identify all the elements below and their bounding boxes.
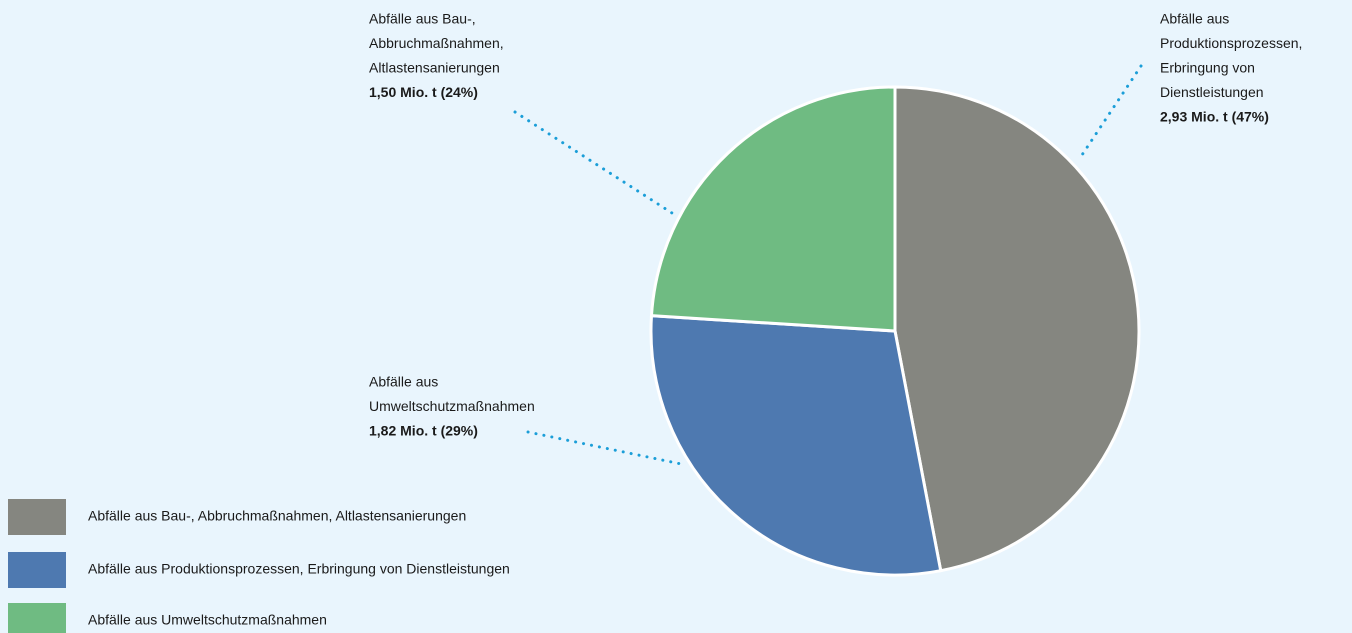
value-label: 1,82 Mio. t (29%) [369,423,478,439]
value-label: 1,50 Mio. t (24%) [369,84,478,100]
leader-lines [513,64,1143,467]
slice-label: Erbringung von [1160,60,1255,76]
pie-slice [649,85,897,333]
legend-swatch [8,603,66,633]
legend-label: Abfälle aus Umweltschutzmaßnahmen [88,612,327,628]
legend-swatch [8,499,66,535]
slice-label: Dienstleistungen [1160,84,1264,100]
legend-swatch [8,552,66,588]
legend-label: Abfälle aus Bau-, Abbruchmaßnahmen, Altl… [88,508,466,524]
slice-label: Abfälle aus [369,374,438,390]
value-label: 2,93 Mio. t (47%) [1160,109,1269,125]
pie-slice [649,314,943,577]
slice-label: Abfälle aus [1160,11,1229,27]
leader-line [526,430,688,467]
slice-label: Abfälle aus Bau-, [369,11,476,27]
leader-line [513,110,674,215]
slice-label: Altlastensanierungen [369,60,500,76]
slice-label: Abbruchmaßnahmen, [369,35,504,51]
legend-label: Abfälle aus Produktionsprozessen, Erbrin… [88,561,510,577]
pie-slice [893,85,1141,573]
slice-label: Produktionsprozessen, [1160,35,1302,51]
leader-line [1078,64,1143,160]
slice-label: Umweltschutzmaßnahmen [369,398,535,414]
